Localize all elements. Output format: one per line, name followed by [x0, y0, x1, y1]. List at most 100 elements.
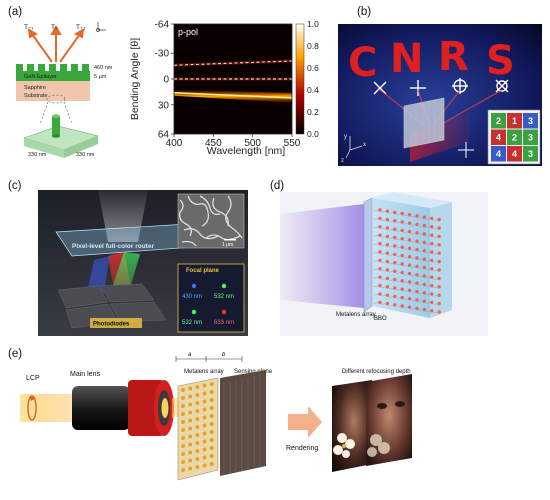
- focal-plane-inset: [177, 263, 245, 333]
- colorbar-tick-label: 0.2: [307, 107, 319, 117]
- axis-triad-icon: [345, 136, 363, 159]
- hologram-letter-n: N: [390, 36, 423, 82]
- lcp-rotation-icon: [27, 395, 37, 421]
- bbo-crystal: [372, 198, 430, 318]
- dim-5um: 5 μm: [94, 74, 107, 80]
- dim-a-label: a: [188, 352, 192, 358]
- y-tick-label: 30: [158, 100, 170, 111]
- y-tick-label: -64: [155, 20, 170, 31]
- refocus-label: Different refocusing depth: [342, 369, 411, 375]
- x-axis-label: Wavelength [nm]: [207, 145, 285, 157]
- pixel-cell: [491, 113, 506, 129]
- y-tick-label: 64: [158, 130, 170, 141]
- x-tick-label: 500: [244, 138, 261, 149]
- metalens-array-label-e: Metalens array: [184, 369, 224, 375]
- pillar-width-2: 330 nm: [76, 152, 95, 158]
- series-glow-T-1: [173, 59, 293, 67]
- main-lens-label: Main lens: [70, 371, 100, 378]
- order-zero-label: T₀: [51, 24, 58, 31]
- order-minus-label: T₋₁: [24, 24, 34, 31]
- sem-scale-label: 1 μm: [222, 242, 233, 248]
- pixel-cell-label: 4: [496, 133, 501, 143]
- focal-plane-label: Focal plane: [186, 268, 220, 274]
- panel-e-label: (e): [8, 348, 23, 360]
- pixel-cell: [507, 113, 522, 129]
- epilayer-label: GaN Epilayer: [24, 74, 57, 80]
- pixel-cell-label: 2: [512, 133, 517, 143]
- y-tick-label: -30: [155, 49, 170, 60]
- rendering-label: Rendering: [286, 445, 318, 452]
- x-tick-label: 550: [284, 138, 301, 149]
- pixel-cell-label: 4: [512, 149, 517, 159]
- panel-c-label: (c): [8, 180, 22, 192]
- hologram-letter-r: R: [438, 34, 469, 80]
- pixel-cell: [523, 129, 538, 145]
- panel-e-image: LCP Main lens a b Metalens array Sensing…: [20, 352, 412, 481]
- pixel-cell: [491, 129, 506, 145]
- substrate-label: Substrate: [24, 93, 48, 99]
- pixel-cell: [507, 129, 522, 145]
- hologram-letter-c: C: [348, 40, 377, 86]
- metalens-array-label: Metalens array: [336, 312, 376, 318]
- colorbar-tick-label: 0.0: [307, 129, 319, 139]
- wl-532-b: 532 nm: [182, 320, 202, 326]
- pillar-width-1: 330 nm: [28, 152, 47, 158]
- bending-angle-chart: p-pol 1.0 0.8 0.6 0.4 0.2 0.0 Wavelength [nm]…: [129, 19, 319, 157]
- pixel-cell-label: 2: [496, 116, 501, 126]
- panel-d-image: Metalens array BBO: [280, 192, 488, 336]
- pixel-cell: [523, 113, 538, 129]
- pixel-cell: [507, 146, 522, 162]
- x-tick-label: 400: [166, 138, 183, 149]
- panel-a-schematic: T₋₁ T₀ T₊₁ GaN Epilayer Sapphire Substra…: [16, 22, 113, 158]
- band-glow-T+1: [174, 89, 292, 103]
- series-line-T+1: [173, 92, 293, 99]
- pixel-cell: [491, 146, 506, 162]
- colorbar-tick-label: 0.8: [307, 41, 319, 51]
- pixel-cell: [523, 146, 538, 162]
- colorbar: [295, 23, 305, 135]
- pixel-cell-label: 3: [528, 116, 533, 126]
- axis-z-label: z: [341, 158, 344, 164]
- panel-b-label: (b): [357, 6, 372, 18]
- gan-grating: [16, 64, 89, 71]
- metalens-array-plate: [363, 197, 373, 313]
- main-lens-body: [72, 386, 130, 430]
- metalens-array-e: [177, 377, 219, 481]
- p-pol-annotation: p-pol: [178, 27, 198, 37]
- polarization-symbols: [373, 78, 509, 96]
- colorbar-tick-label: 0.4: [307, 85, 319, 95]
- axis-y-label: y: [344, 134, 347, 140]
- bbo-label: BBO: [374, 316, 387, 322]
- diffraction-arrows: [27, 24, 85, 63]
- axis-x-label: x: [363, 142, 366, 148]
- dim-b-label: b: [222, 352, 226, 358]
- wl-430: 430 nm: [182, 294, 202, 300]
- wl-532-a: 532 nm: [214, 294, 234, 300]
- sensing-plane-label: Sensing plane: [234, 369, 273, 375]
- pixel-cell-label: 1: [512, 116, 517, 126]
- lcp-label: LCP: [26, 375, 40, 382]
- pixel-cell-label: 3: [528, 133, 533, 143]
- axis-glyph-icon: [96, 22, 106, 32]
- sapphire-substrate: [16, 81, 90, 101]
- y-tick-label: 0: [163, 75, 169, 86]
- panel-c-image: Pixel-level full-color router Photodiode…: [38, 190, 248, 336]
- colorbar-tick-label: 0.6: [307, 63, 319, 73]
- x-tick-label: 450: [205, 138, 222, 149]
- wl-633: 633 nm: [214, 320, 234, 326]
- router-label: Pixel-level full-color router: [72, 243, 154, 250]
- panel-b-image: C N R S y x z 2 1 3 4 2 3 4 4 3: [338, 24, 542, 166]
- gan-epilayer: [16, 71, 90, 81]
- photodiodes-label: Photodiodes: [93, 322, 130, 328]
- panel-a-label: (a): [8, 6, 23, 18]
- y-axis-label: Bending Angle [θ]: [129, 38, 141, 120]
- sapphire-label: Sapphire: [24, 85, 46, 91]
- rendering-arrow-icon: [288, 406, 322, 438]
- hologram-letter-s: S: [486, 38, 515, 84]
- pixel-cell-label: 3: [528, 149, 533, 159]
- pixel-cell-label: 4: [496, 149, 501, 159]
- colorbar-tick-label: 1.0: [307, 19, 319, 29]
- order-plus-label: T₊₁: [76, 24, 86, 31]
- dim-460nm: 460 nm: [94, 65, 113, 71]
- sensing-plane-image: [220, 370, 266, 476]
